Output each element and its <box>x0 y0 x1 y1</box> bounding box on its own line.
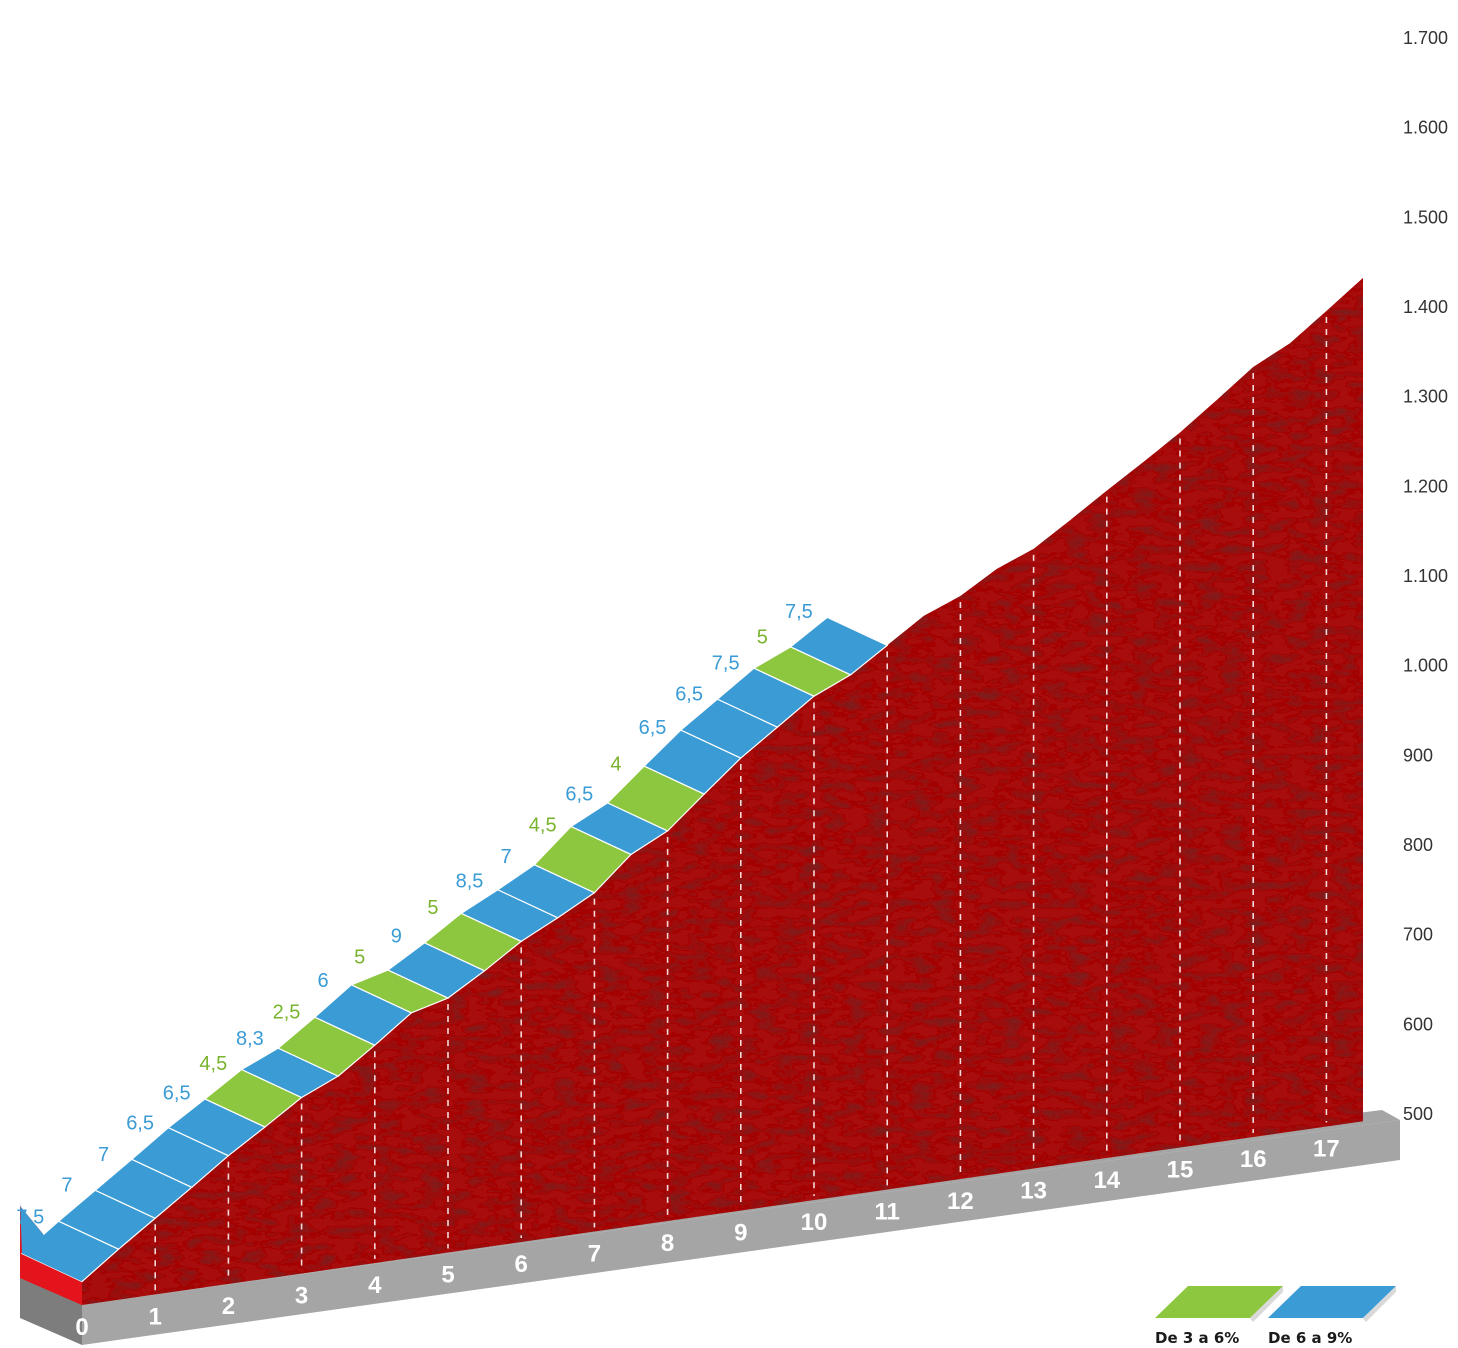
km-tick-label: 8 <box>661 1230 674 1257</box>
gradient-label: 6,5 <box>126 1112 154 1134</box>
gradient-label: 5 <box>427 897 438 919</box>
elevation-tick-label: 800 <box>1403 835 1433 855</box>
km-tick-label: 3 <box>295 1283 308 1310</box>
gradient-label: 6,5 <box>163 1082 191 1104</box>
km-tick-label: 13 <box>1020 1178 1047 1205</box>
elevation-tick-label: 1.200 <box>1403 476 1448 496</box>
gradient-label: 7 <box>501 846 512 868</box>
base-front-face <box>82 1120 1400 1345</box>
gradient-label: 8,3 <box>236 1028 264 1050</box>
km-tick-label: 6 <box>515 1251 528 1278</box>
elevation-axis: 500 600 700 800 900 1.000 1.100 1.200 1.300 1.400… <box>1403 28 1448 1124</box>
gradient-labels: 7,5 7 7 6,5 6,5 4,5 8,3 2,5 6 5 9 5 8,5 7 4,5 6,5 4 6,5 6,… <box>16 601 812 1228</box>
km-tick-label: 9 <box>734 1220 747 1247</box>
gradient-label: 5 <box>757 627 768 649</box>
gradient-label: 7,5 <box>785 601 813 623</box>
elevation-tick-label: 600 <box>1403 1014 1433 1034</box>
elevation-tick-label: 700 <box>1403 925 1433 945</box>
elevation-tick-label: 500 <box>1403 1104 1433 1124</box>
km-tick-label: 14 <box>1093 1167 1120 1194</box>
legend-label: De 6 a 9% <box>1268 1329 1352 1347</box>
km-tick-label: 11 <box>875 1199 900 1226</box>
legend: De 3 a 6% De 6 a 9% <box>1155 1286 1396 1347</box>
km-tick-label: 2 <box>222 1293 235 1320</box>
km-tick-label: 12 <box>947 1188 974 1215</box>
km-tick-label: 5 <box>441 1262 454 1289</box>
gradient-label: 7,5 <box>712 653 740 675</box>
elevation-tick-label: 1.100 <box>1403 566 1448 586</box>
gradient-label: 6,5 <box>565 784 593 806</box>
gradient-label: 6 <box>318 970 329 992</box>
km-labels: 0 1 2 3 4 5 6 7 8 9 10 11 12 13 14 15 16 17 <box>75 1136 1339 1342</box>
elevation-tick-label: 1.000 <box>1403 656 1448 676</box>
legend-swatch <box>1155 1286 1283 1318</box>
gradient-segment <box>789 616 889 676</box>
km-tick-label: 7 <box>588 1241 601 1268</box>
km-tick-label: 15 <box>1167 1157 1194 1184</box>
legend-swatch-edge <box>1250 1286 1283 1322</box>
km-tick-label: 16 <box>1240 1146 1267 1173</box>
gradient-strip <box>20 616 889 1283</box>
legend-label: De 3 a 6% <box>1155 1329 1239 1347</box>
gradient-label: 6,5 <box>639 717 667 739</box>
km-tick-label: 1 <box>149 1304 162 1331</box>
elevation-tick-label: 900 <box>1403 745 1433 765</box>
legend-swatch <box>1268 1286 1396 1318</box>
km-tick-label: 17 <box>1313 1136 1340 1163</box>
gradient-label: 9 <box>391 925 402 947</box>
gradient-label: 4,5 <box>199 1053 227 1075</box>
gradient-label: 8,5 <box>456 871 484 893</box>
gradient-label: 7 <box>98 1144 109 1166</box>
gradient-label: 5 <box>354 946 365 968</box>
elevation-tick-label: 1.400 <box>1403 297 1448 317</box>
km-tick-label: 4 <box>368 1272 382 1299</box>
elevation-tick-label: 1.500 <box>1403 207 1448 227</box>
km-tick-label: 0 <box>75 1314 88 1341</box>
km-marker-lines <box>154 317 1328 1291</box>
gradient-label: 2,5 <box>273 1002 301 1024</box>
gradient-label: 4,5 <box>529 815 557 837</box>
km-tick-label: 10 <box>801 1209 828 1236</box>
gradient-label: 7,5 <box>16 1206 44 1228</box>
mountain-rock-face <box>20 277 1363 1306</box>
elevation-tick-label: 1.300 <box>1403 387 1448 407</box>
elevation-tick-label: 1.700 <box>1403 28 1448 48</box>
elevation-tick-label: 1.600 <box>1403 118 1448 138</box>
gradient-segment <box>20 1200 82 1282</box>
gradient-label: 6,5 <box>675 684 703 706</box>
legend-swatch-edge <box>1363 1286 1396 1322</box>
base-left-face <box>20 1278 82 1345</box>
gradient-label: 7 <box>61 1175 72 1197</box>
gradient-label: 4 <box>610 753 621 775</box>
